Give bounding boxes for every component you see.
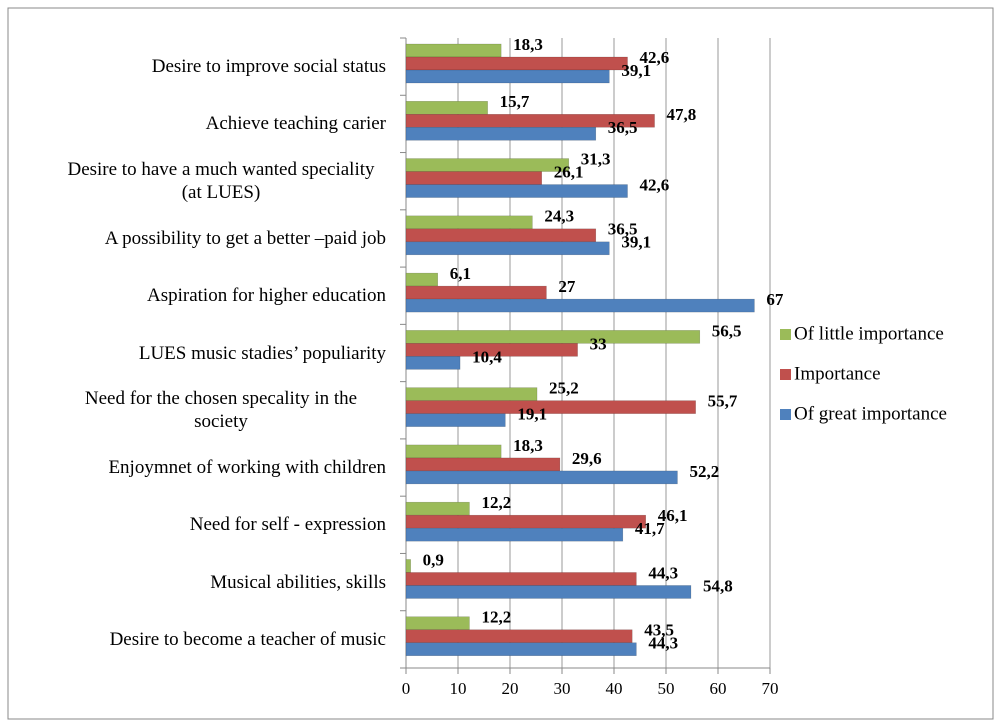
x-tick-label: 30 bbox=[554, 679, 571, 698]
x-tick-label: 0 bbox=[402, 679, 411, 698]
data-label: 39,1 bbox=[621, 61, 651, 80]
bar bbox=[405, 241, 610, 256]
data-label: 18,3 bbox=[513, 35, 543, 54]
data-label: 10,4 bbox=[472, 347, 502, 366]
y-tick-label: Need for the chosen specality in the soc… bbox=[84, 388, 358, 433]
bar bbox=[405, 272, 438, 287]
x-tick-label: 70 bbox=[762, 679, 779, 698]
data-label: 54,8 bbox=[703, 576, 733, 595]
bar bbox=[405, 616, 470, 630]
data-label: 42,6 bbox=[640, 175, 670, 194]
data-label: 33 bbox=[590, 334, 607, 353]
bar bbox=[405, 43, 502, 58]
bar bbox=[405, 572, 637, 586]
data-label: 15,7 bbox=[500, 92, 530, 111]
data-label: 19,1 bbox=[517, 405, 547, 424]
bar bbox=[405, 514, 646, 529]
x-tick-label: 40 bbox=[606, 679, 623, 698]
legend-label: Importance bbox=[794, 363, 881, 384]
data-label: 55,7 bbox=[708, 392, 738, 411]
bar bbox=[405, 387, 538, 401]
data-label: 44,3 bbox=[648, 634, 678, 653]
y-tick-label: Achieve teaching carier bbox=[205, 113, 386, 135]
x-tick-label: 10 bbox=[450, 679, 467, 698]
data-label: 41,7 bbox=[635, 519, 665, 538]
data-label: 18,3 bbox=[513, 436, 543, 455]
legend-swatch bbox=[780, 369, 791, 380]
bar bbox=[405, 330, 701, 344]
y-tick-label: A possibility to get a better –paid job bbox=[104, 227, 386, 249]
data-label: 31,3 bbox=[581, 149, 611, 168]
x-tick-label: 50 bbox=[658, 679, 675, 698]
y-tick-label: Musical abilities, skills bbox=[210, 571, 386, 593]
bar bbox=[405, 470, 678, 485]
data-label: 29,6 bbox=[572, 449, 602, 468]
bar bbox=[405, 171, 542, 185]
bar bbox=[405, 215, 533, 230]
data-label: 46,1 bbox=[658, 506, 688, 525]
y-tick-label: Desire to have a much wanted speciality … bbox=[67, 159, 375, 204]
data-label: 12,2 bbox=[481, 608, 511, 627]
data-label: 39,1 bbox=[621, 233, 651, 252]
bar bbox=[405, 501, 470, 516]
y-tick-label: Aspiration for higher education bbox=[146, 285, 386, 307]
bar bbox=[405, 298, 755, 313]
bar bbox=[405, 158, 570, 172]
bar bbox=[405, 69, 610, 84]
legend-label: Of little importance bbox=[794, 323, 944, 344]
bar bbox=[405, 585, 692, 599]
data-label: 25,2 bbox=[549, 379, 579, 398]
data-label: 44,3 bbox=[648, 563, 678, 582]
bar bbox=[405, 228, 597, 243]
bar bbox=[405, 343, 578, 357]
data-label: 43,5 bbox=[644, 621, 674, 640]
data-label: 67 bbox=[766, 290, 784, 309]
data-label: 47,8 bbox=[667, 105, 697, 124]
bar bbox=[405, 559, 411, 573]
y-tick-label: Desire to improve social status bbox=[151, 56, 386, 78]
data-label: 0,9 bbox=[423, 550, 444, 569]
data-label: 36,5 bbox=[608, 118, 638, 137]
data-label: 12,2 bbox=[481, 493, 511, 512]
x-tick-label: 20 bbox=[502, 679, 519, 698]
x-tick-label: 60 bbox=[710, 679, 727, 698]
y-tick-label: Desire to become a teacher of music bbox=[109, 628, 386, 650]
bar bbox=[405, 400, 696, 414]
bar bbox=[405, 413, 506, 427]
data-label: 24,3 bbox=[544, 207, 574, 226]
legend-swatch bbox=[780, 329, 791, 340]
bar bbox=[405, 285, 547, 300]
data-label: 27 bbox=[558, 277, 576, 296]
bar bbox=[405, 356, 461, 370]
data-label: 52,2 bbox=[689, 462, 719, 481]
bar bbox=[405, 527, 624, 542]
data-label: 36,5 bbox=[608, 220, 638, 239]
bar bbox=[405, 184, 628, 198]
legend-label: Of great importance bbox=[794, 403, 947, 424]
bar bbox=[405, 457, 561, 472]
data-label: 6,1 bbox=[450, 264, 471, 283]
y-tick-label: LUES music stadies’ populiarity bbox=[138, 342, 386, 364]
data-label: 42,6 bbox=[640, 48, 670, 67]
bar bbox=[405, 444, 502, 459]
bar bbox=[405, 642, 637, 656]
legend-swatch bbox=[780, 409, 791, 420]
y-tick-label: Enjoymnet of working with children bbox=[108, 457, 386, 479]
bar bbox=[405, 101, 488, 115]
bar bbox=[405, 127, 597, 141]
data-label: 56,5 bbox=[712, 321, 742, 340]
bar bbox=[405, 629, 633, 643]
y-tick-label: Need for self - expression bbox=[189, 514, 386, 536]
bar bbox=[405, 56, 628, 71]
data-label: 26,1 bbox=[554, 162, 584, 181]
